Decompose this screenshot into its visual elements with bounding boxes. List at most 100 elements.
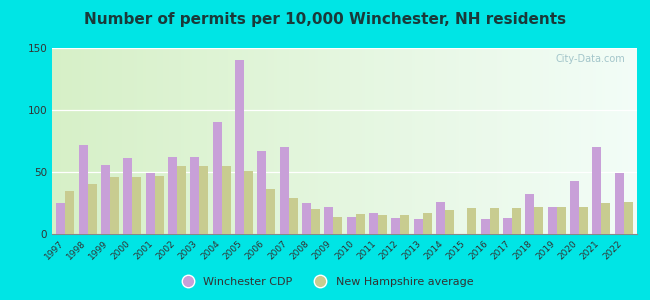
Bar — [251, 48, 254, 234]
Bar — [400, 48, 403, 234]
Bar — [556, 207, 566, 234]
Bar — [625, 48, 629, 234]
Bar — [225, 48, 227, 234]
Bar — [102, 48, 105, 234]
Bar — [133, 177, 141, 234]
Bar — [532, 48, 535, 234]
Bar — [617, 48, 619, 234]
Bar — [418, 48, 421, 234]
Bar — [309, 48, 313, 234]
Bar — [354, 48, 356, 234]
Bar — [79, 48, 81, 234]
Bar — [140, 48, 143, 234]
Bar — [491, 48, 494, 234]
Bar — [207, 48, 210, 234]
Bar — [213, 122, 222, 234]
Bar — [424, 48, 426, 234]
Bar — [506, 48, 508, 234]
Bar — [64, 48, 67, 234]
Bar — [488, 48, 491, 234]
Bar — [52, 48, 55, 234]
Bar — [576, 48, 578, 234]
Bar — [629, 48, 631, 234]
Bar — [146, 173, 155, 234]
Bar — [538, 48, 541, 234]
Bar — [292, 48, 295, 234]
Bar — [266, 48, 268, 234]
Bar — [90, 48, 93, 234]
Bar — [588, 48, 590, 234]
Bar — [623, 202, 632, 234]
Bar — [500, 48, 502, 234]
Bar — [578, 48, 582, 234]
Bar — [502, 48, 506, 234]
Bar — [172, 48, 175, 234]
Bar — [365, 48, 368, 234]
Bar — [137, 48, 140, 234]
Bar — [327, 48, 330, 234]
Bar — [169, 48, 172, 234]
Bar — [543, 48, 547, 234]
Bar — [244, 171, 253, 234]
Bar — [409, 48, 412, 234]
Bar — [66, 190, 74, 234]
Bar — [547, 48, 549, 234]
Bar — [534, 207, 543, 234]
Text: Number of permits per 10,000 Winchester, NH residents: Number of permits per 10,000 Winchester,… — [84, 12, 566, 27]
Bar — [283, 48, 286, 234]
Bar — [318, 48, 321, 234]
Bar — [489, 208, 499, 234]
Bar — [465, 48, 467, 234]
Bar — [210, 48, 213, 234]
Bar — [508, 48, 512, 234]
Bar — [96, 48, 99, 234]
Bar — [134, 48, 137, 234]
Bar — [615, 173, 623, 234]
Bar — [512, 208, 521, 234]
Bar — [479, 48, 482, 234]
Bar — [406, 48, 409, 234]
Bar — [105, 48, 108, 234]
Bar — [512, 48, 514, 234]
Bar — [631, 48, 634, 234]
Bar — [163, 48, 166, 234]
Bar — [552, 48, 555, 234]
Bar — [573, 48, 576, 234]
Bar — [187, 48, 190, 234]
Bar — [101, 165, 110, 234]
Bar — [548, 207, 556, 234]
Bar — [471, 48, 473, 234]
Bar — [216, 48, 219, 234]
Bar — [453, 48, 456, 234]
Bar — [315, 48, 318, 234]
Bar — [459, 48, 462, 234]
Bar — [248, 48, 251, 234]
Bar — [359, 48, 362, 234]
Bar — [473, 48, 476, 234]
Bar — [377, 48, 380, 234]
Bar — [611, 48, 614, 234]
Bar — [514, 48, 517, 234]
Bar — [168, 157, 177, 234]
Bar — [476, 48, 479, 234]
Bar — [430, 48, 432, 234]
Bar — [219, 48, 222, 234]
Bar — [178, 48, 181, 234]
Bar — [196, 48, 198, 234]
Bar — [149, 48, 151, 234]
Bar — [213, 48, 216, 234]
Bar — [333, 217, 343, 234]
Bar — [570, 181, 579, 234]
Bar — [413, 219, 423, 234]
Bar — [313, 48, 315, 234]
Bar — [422, 213, 432, 234]
Bar — [579, 207, 588, 234]
Bar — [302, 203, 311, 234]
Bar — [456, 48, 459, 234]
Bar — [114, 48, 116, 234]
Bar — [592, 147, 601, 234]
Bar — [333, 48, 336, 234]
Bar — [462, 48, 465, 234]
Bar — [266, 189, 276, 234]
Bar — [467, 208, 476, 234]
